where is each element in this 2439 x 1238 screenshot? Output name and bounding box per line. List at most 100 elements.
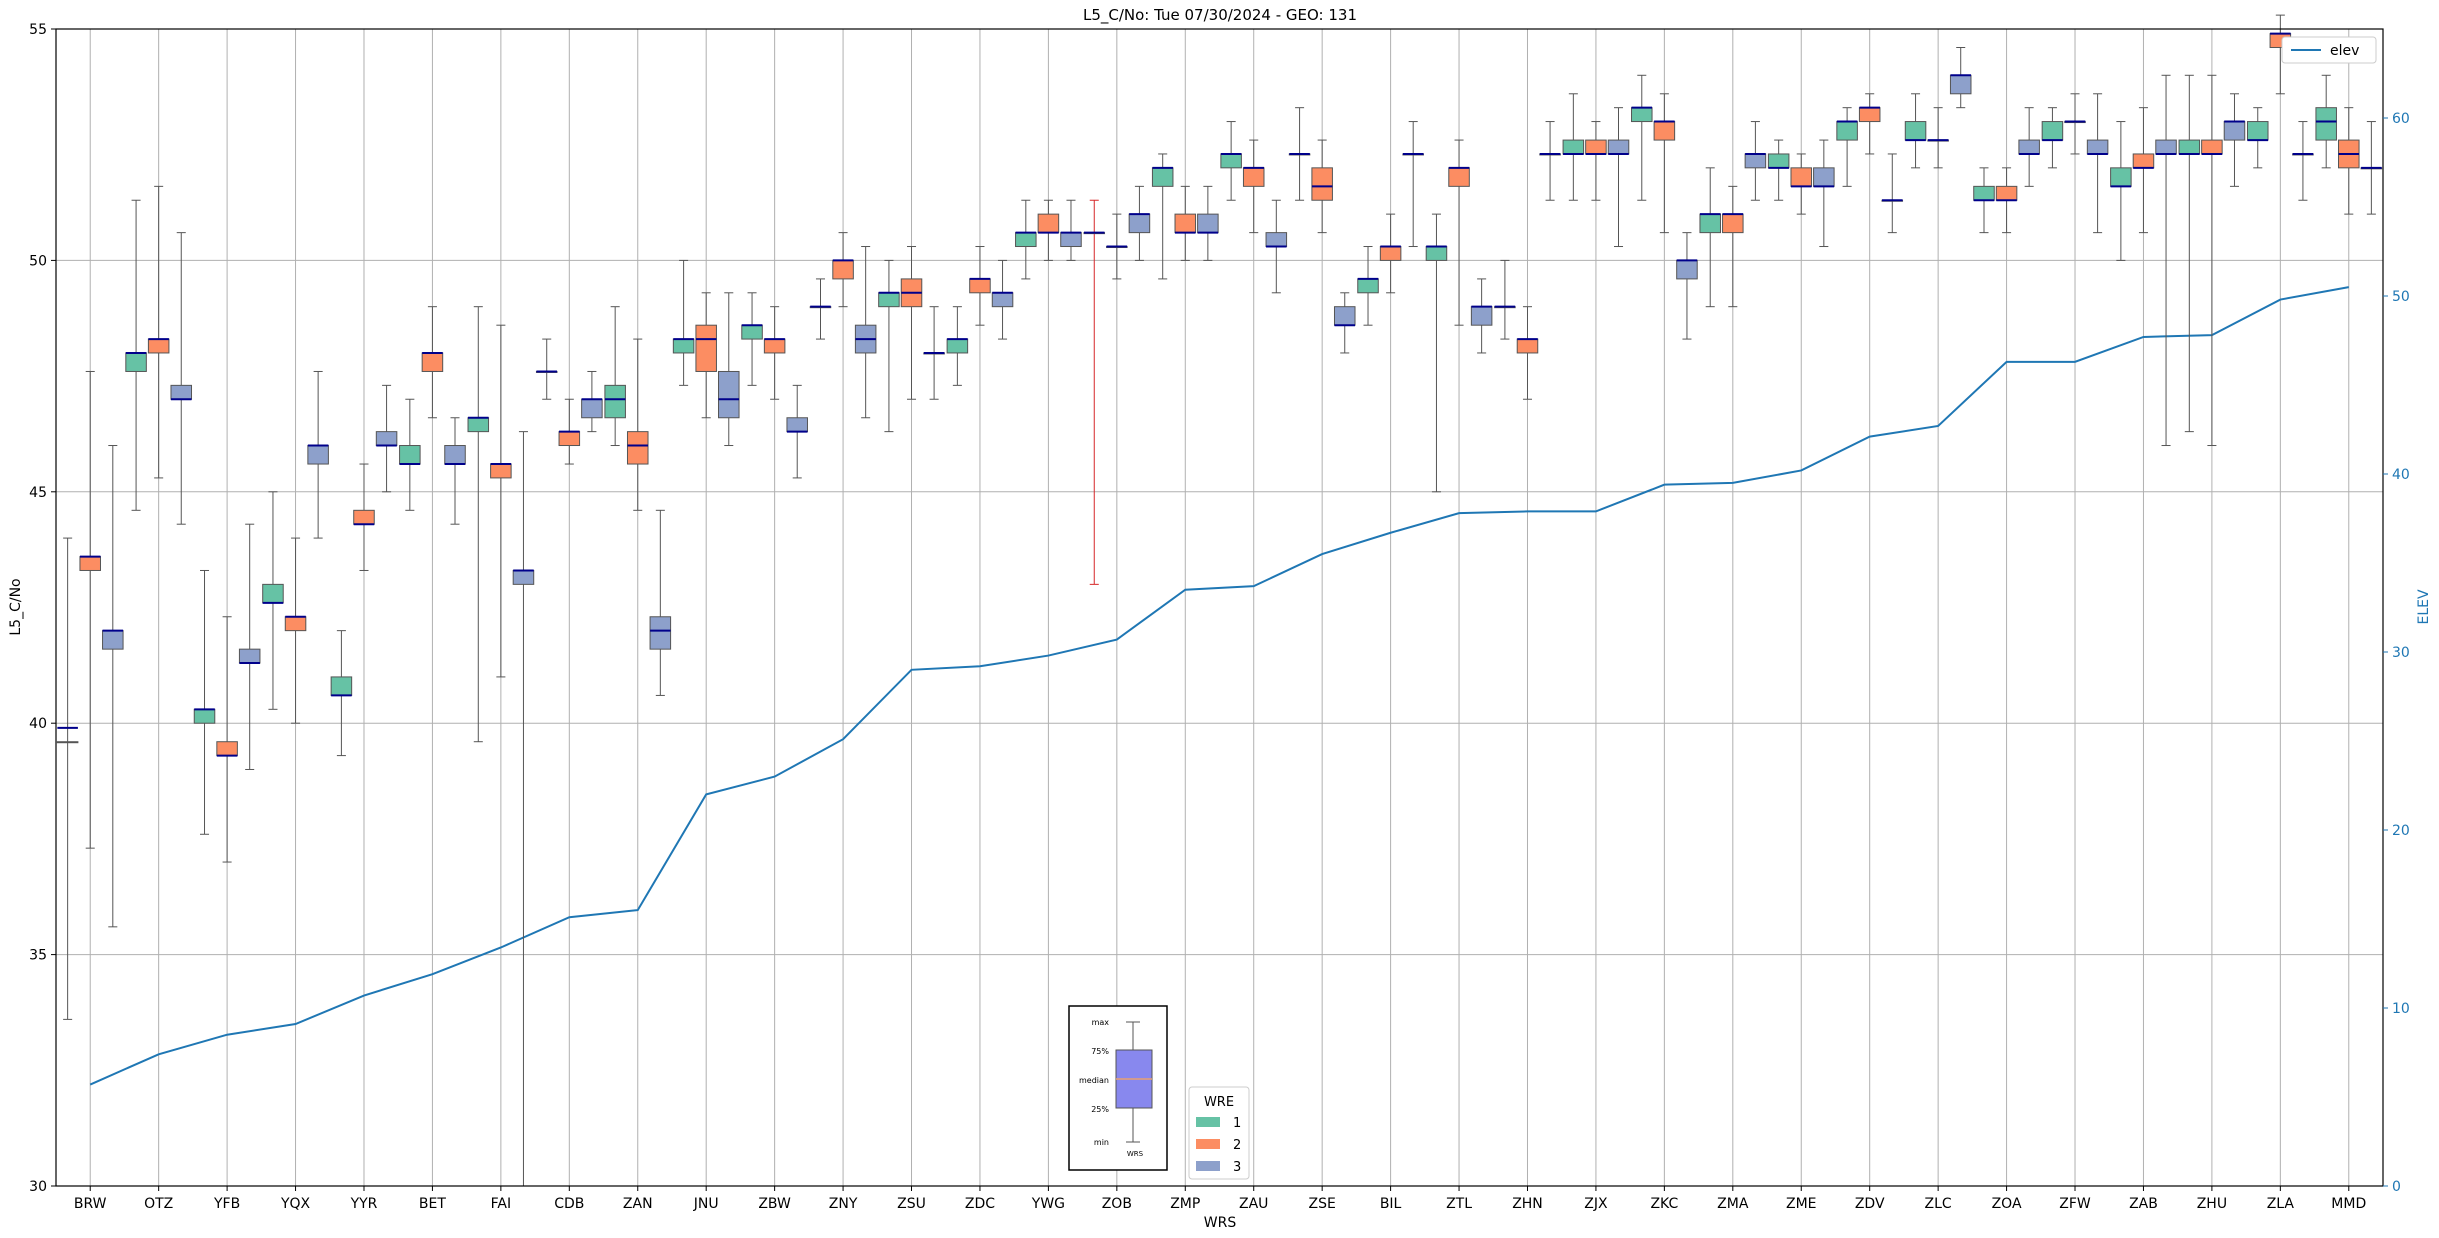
y-axis-right-label: ELEV (2416, 589, 2432, 624)
boxplot-key-xlabel: WRS (1127, 1150, 1144, 1158)
box-ZDV-wre1 (1836, 107, 1858, 187)
x-tick-label: FAI (491, 1196, 511, 1212)
box-iqr (581, 398, 603, 419)
box-ZJX-wre3 (1607, 107, 1630, 248)
x-tick-label: ZAB (2129, 1196, 2158, 1212)
box-YYR-wre1 (330, 630, 353, 757)
box-iqr (878, 292, 900, 308)
boxplot-key-label-max: max (1092, 1018, 1110, 1027)
x-tick-label: OTZ (144, 1196, 173, 1212)
x-tick-label: ZBW (758, 1196, 791, 1212)
box-iqr (1722, 213, 1744, 234)
box-ZAN-wre3 (649, 509, 672, 696)
y-right-tick-label: 40 (2392, 467, 2410, 483)
box-ZFW-wre3 (2086, 93, 2109, 234)
wre-legend-frame (1188, 1086, 1250, 1180)
box-iqr (672, 338, 695, 354)
box-ZME-wre2 (1790, 153, 1813, 215)
x-tick-label: ZOB (1102, 1196, 1132, 1212)
box-ZSE-wre2 (1311, 139, 1333, 234)
box-iqr (193, 708, 216, 724)
box-iqr (1015, 232, 1037, 248)
box-iqr (1904, 121, 1927, 141)
boxplot-key-label-25: 25% (1091, 1105, 1109, 1114)
y-right-tick-label: 10 (2392, 1001, 2410, 1017)
box-YYR-wre2 (353, 463, 375, 571)
elev-legend-frame (2281, 36, 2377, 64)
box-ZSU-wre3 (923, 306, 945, 400)
wre-legend-swatch-3 (1196, 1161, 1220, 1171)
box-ZHN-wre3 (1539, 121, 1561, 201)
box-ZLA-wre3 (2292, 121, 2314, 201)
box-MMD-wre3 (2360, 121, 2383, 215)
box-MMD-wre1 (2315, 74, 2337, 169)
box-iqr (1128, 213, 1151, 234)
box-iqr (1470, 306, 1493, 326)
x-tick-label: YWG (1031, 1196, 1065, 1212)
x-tick-label: ZDV (1855, 1196, 1885, 1212)
box-iqr (1311, 167, 1333, 201)
box-iqr (1562, 139, 1585, 155)
box-ZMA-wre1 (1699, 167, 1721, 308)
box-BRW-wre3 (102, 445, 124, 928)
box-iqr (786, 417, 808, 433)
box-CDB-wre1 (535, 338, 558, 400)
box-ZJX-wre2 (1585, 121, 1607, 201)
box-series (56, 14, 2383, 1187)
box-iqr (1790, 167, 1813, 187)
box-ZMA-wre3 (1744, 121, 1767, 201)
box-iqr (2110, 167, 2132, 187)
y-right-tick-label: 60 (2392, 111, 2410, 127)
box-iqr (1973, 185, 1995, 201)
box-YWG-wre2 (1037, 199, 1060, 261)
box-ZAN-wre2 (626, 338, 649, 511)
box-iqr (946, 338, 969, 354)
x-tick-label: YQX (280, 1196, 311, 1212)
box-YQX-wre2 (284, 537, 307, 724)
box-ZSE-wre1 (1288, 107, 1311, 201)
box-BIL-wre1 (1357, 246, 1379, 326)
box-iqr (718, 370, 740, 419)
y-axis-label: L5_C/No (8, 578, 24, 635)
box-iqr (1699, 213, 1721, 234)
x-tick-label: ZTL (1446, 1196, 1472, 1212)
box-ZNY-wre3 (854, 246, 877, 419)
box-iqr (1607, 139, 1630, 155)
box-ZJX-wre1 (1562, 93, 1585, 201)
wre-legend-label-2: 2 (1233, 1138, 1241, 1153)
box-iqr (763, 338, 786, 354)
plot-frame (55, 28, 2384, 1187)
box-ZAN-wre1 (604, 306, 626, 447)
x-tick-label: ZME (1786, 1196, 1817, 1212)
box-YFB-wre1 (193, 569, 216, 835)
x-tick-label: JNU (693, 1196, 719, 1212)
box-OTZ-wre3 (170, 232, 193, 525)
y-right-tick-label: 0 (2392, 1179, 2401, 1195)
box-YFB-wre2 (216, 616, 238, 863)
box-ZMP-wre3 (1197, 185, 1219, 261)
box-CDB-wre3 (581, 370, 603, 433)
box-ZTL-wre3 (1470, 278, 1493, 354)
box-ZAB-wre3 (2155, 74, 2177, 447)
boxplot-key-label-min: min (1094, 1138, 1109, 1147)
box-iqr (1858, 107, 1881, 123)
box-YWG-wre1 (1015, 199, 1037, 280)
box-iqr (444, 445, 466, 465)
box-iqr (330, 676, 353, 696)
box-iqr (125, 352, 147, 372)
box-BIL-wre2 (1379, 213, 1402, 294)
box-iqr (1585, 139, 1607, 155)
x-tick-label: ZLC (1925, 1196, 1952, 1212)
wre-legend: WRE 1 2 3 (1188, 1086, 1250, 1180)
box-ZLA-wre1 (2246, 107, 2269, 169)
box-ZDC-wre2 (969, 246, 991, 326)
box-iqr (421, 352, 444, 372)
box-ZHU-wre3 (2223, 93, 2246, 187)
box-iqr (1060, 232, 1082, 248)
box-iqr (1767, 153, 1790, 169)
box-iqr (1516, 338, 1539, 354)
box-ZNY-wre1 (809, 278, 832, 340)
x-tick-label: ZMA (1717, 1196, 1749, 1212)
box-iqr (102, 630, 124, 650)
